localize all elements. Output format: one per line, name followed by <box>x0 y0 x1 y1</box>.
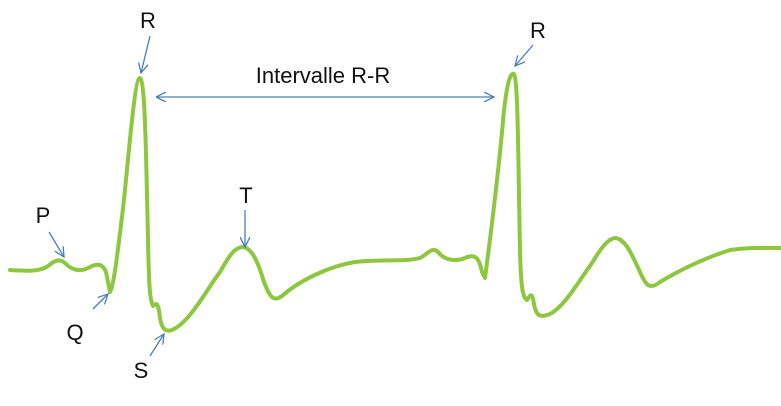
label-r2: R <box>530 18 546 43</box>
label-t: T <box>239 183 252 208</box>
label-s: S <box>134 358 149 383</box>
arrow-p <box>48 231 64 257</box>
arrow-s <box>149 334 164 357</box>
label-p: P <box>36 203 51 228</box>
arrow-q <box>92 294 108 310</box>
ecg-waveform <box>8 71 781 333</box>
arrow-r1 <box>141 35 151 73</box>
label-r1: R <box>140 8 156 33</box>
label-q: Q <box>66 320 83 345</box>
label-rr-interval: Intervalle R-R <box>256 63 390 88</box>
arrow-r2 <box>515 44 534 66</box>
